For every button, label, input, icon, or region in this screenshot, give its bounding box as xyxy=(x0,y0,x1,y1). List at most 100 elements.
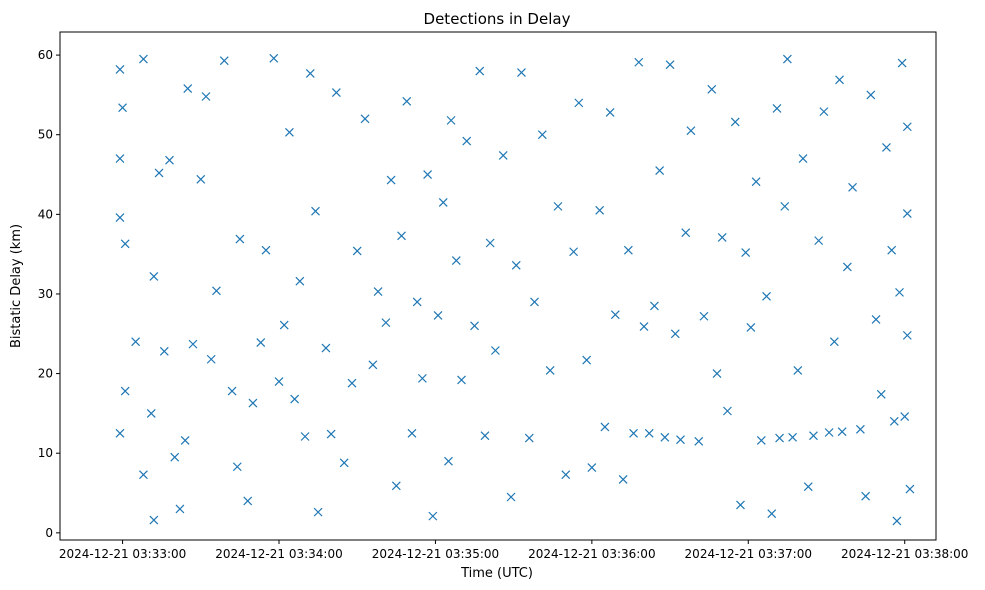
data-point xyxy=(326,429,336,439)
data-point xyxy=(712,369,722,379)
data-point xyxy=(686,126,696,136)
data-point xyxy=(115,428,125,438)
data-point xyxy=(347,378,357,388)
data-point xyxy=(809,431,818,441)
data-point xyxy=(206,354,216,364)
data-point xyxy=(183,84,193,93)
data-point xyxy=(165,155,174,165)
data-point xyxy=(300,432,310,441)
data-point xyxy=(902,122,912,132)
data-point xyxy=(438,197,448,207)
data-point xyxy=(506,492,516,502)
data-point xyxy=(423,170,433,179)
x-axis-title: Time (UTC) xyxy=(460,566,533,581)
scatter-points xyxy=(115,53,915,526)
data-point xyxy=(274,377,284,386)
data-point xyxy=(775,433,784,443)
data-point xyxy=(814,236,824,246)
y-tick-label: 40 xyxy=(38,207,53,221)
data-point xyxy=(256,338,266,347)
chart-title: Detections in Delay xyxy=(424,10,571,28)
data-point xyxy=(219,56,229,66)
data-point xyxy=(561,470,571,480)
data-point xyxy=(756,436,766,445)
data-point xyxy=(243,496,253,506)
y-tick-label: 0 xyxy=(45,526,53,540)
data-point xyxy=(670,329,680,339)
data-point xyxy=(115,213,125,222)
data-point xyxy=(595,205,605,215)
data-point xyxy=(736,500,745,510)
data-point xyxy=(428,511,438,521)
data-point xyxy=(279,320,289,330)
x-tick-label: 2024-12-21 03:38:00 xyxy=(841,547,968,561)
data-point xyxy=(887,245,897,255)
data-point xyxy=(798,154,808,164)
x-tick-label: 2024-12-21 03:34:00 xyxy=(215,547,342,561)
data-point xyxy=(848,182,857,192)
data-point xyxy=(889,416,899,426)
data-point xyxy=(876,389,886,399)
data-point xyxy=(892,516,902,526)
data-point xyxy=(855,424,865,434)
x-tick-label: 2024-12-21 03:33:00 xyxy=(59,547,186,561)
data-point xyxy=(139,470,148,480)
data-point xyxy=(462,136,472,146)
data-point xyxy=(741,248,751,257)
data-point xyxy=(457,375,466,385)
data-point xyxy=(118,103,127,113)
data-point xyxy=(261,245,271,255)
data-point xyxy=(897,58,907,68)
y-tick-label: 60 xyxy=(38,48,53,62)
data-point xyxy=(803,482,813,492)
data-point xyxy=(175,504,185,514)
data-point xyxy=(772,104,782,113)
data-point xyxy=(295,276,305,286)
data-point xyxy=(360,114,370,124)
data-point xyxy=(524,433,534,443)
data-point xyxy=(905,484,915,494)
data-point xyxy=(451,256,461,265)
data-point xyxy=(146,408,156,418)
x-tick-label: 2024-12-21 03:35:00 xyxy=(372,547,499,561)
data-point xyxy=(154,168,164,178)
data-point xyxy=(902,209,912,218)
x-tick-label: 2024-12-21 03:37:00 xyxy=(685,547,812,561)
data-point xyxy=(835,75,844,85)
data-point xyxy=(861,491,871,501)
data-point xyxy=(139,54,148,64)
data-point xyxy=(475,66,485,76)
data-point xyxy=(574,98,584,108)
data-point xyxy=(313,507,323,517)
data-point xyxy=(159,346,169,356)
data-point xyxy=(746,322,756,332)
y-tick-label: 50 xyxy=(38,128,53,142)
data-point xyxy=(829,337,839,347)
data-point xyxy=(397,231,406,241)
data-point xyxy=(305,68,315,78)
data-point xyxy=(780,201,790,211)
data-point xyxy=(837,427,847,437)
data-point xyxy=(180,436,190,445)
data-point xyxy=(751,177,761,187)
data-point xyxy=(402,96,412,106)
data-point xyxy=(699,311,709,321)
data-point xyxy=(417,373,427,383)
data-point xyxy=(381,318,391,328)
data-point xyxy=(446,115,456,125)
data-point xyxy=(131,337,141,347)
data-point xyxy=(407,428,417,438)
data-point xyxy=(660,432,670,442)
data-point xyxy=(339,458,349,468)
data-point xyxy=(115,154,125,164)
data-point xyxy=(582,355,592,365)
data-point xyxy=(553,201,563,211)
data-point xyxy=(655,166,665,175)
y-tick-label: 10 xyxy=(38,446,53,460)
data-point xyxy=(900,412,910,422)
data-point xyxy=(120,386,130,396)
data-point xyxy=(444,456,453,466)
data-point xyxy=(639,322,649,332)
data-point xyxy=(629,428,638,438)
